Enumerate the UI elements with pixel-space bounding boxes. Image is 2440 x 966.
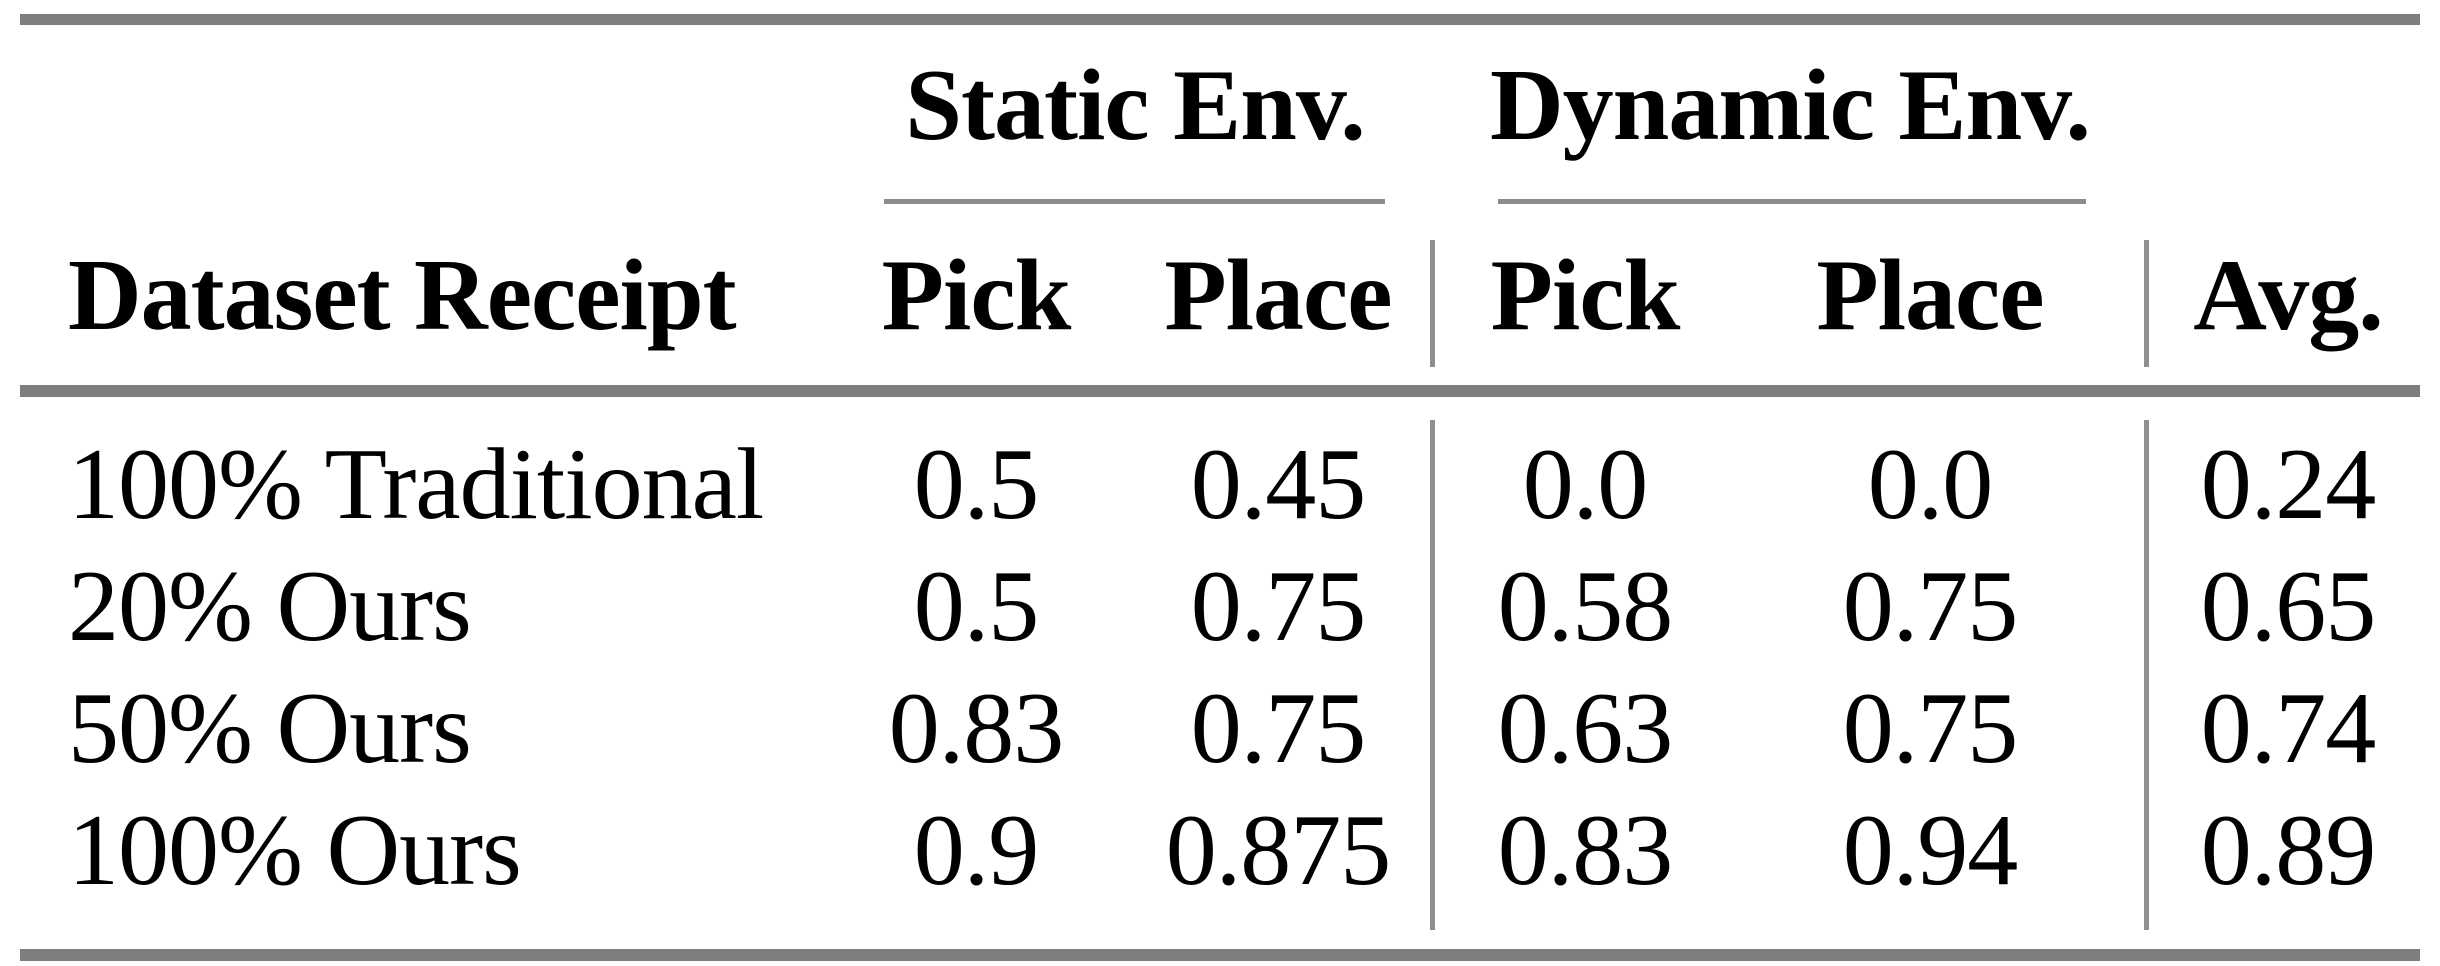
cell-static-pick: 0.83 xyxy=(888,671,1065,785)
table-row: 50% Ours 0.83 0.75 0.63 0.75 0.74 xyxy=(0,667,2440,789)
cell-avg: 0.24 xyxy=(2200,427,2377,541)
cell-static-place: 0.75 xyxy=(1190,671,1367,785)
table-row: 20% Ours 0.5 0.75 0.58 0.75 0.65 xyxy=(0,545,2440,667)
column-header-avg: Avg. xyxy=(2193,238,2384,352)
cell-static-place: 0.875 xyxy=(1165,793,1392,907)
column-header-dynamic-place: Place xyxy=(1816,238,2044,352)
group-header-row: Static Env. Dynamic Env. xyxy=(0,30,2440,180)
row-label: 100% Ours xyxy=(68,793,522,907)
body-vertical-separator-2 xyxy=(2144,420,2149,930)
cmidrule-dynamic-env xyxy=(1498,199,2086,204)
cell-static-pick: 0.5 xyxy=(913,549,1040,663)
cell-dynamic-place: 0.0 xyxy=(1867,427,1994,541)
cell-static-pick: 0.9 xyxy=(913,793,1040,907)
cell-static-place: 0.75 xyxy=(1190,549,1367,663)
table-row: 100% Ours 0.9 0.875 0.83 0.94 0.89 xyxy=(0,789,2440,911)
row-label: 20% Ours xyxy=(68,549,472,663)
column-header-static-pick: Pick xyxy=(881,238,1072,352)
top-rule xyxy=(20,14,2420,25)
cmidrule-static-env xyxy=(884,199,1385,204)
cell-dynamic-pick: 0.63 xyxy=(1497,671,1674,785)
cell-avg: 0.74 xyxy=(2200,671,2377,785)
cell-dynamic-place: 0.94 xyxy=(1842,793,2019,907)
table-row: 100% Traditional 0.5 0.45 0.0 0.0 0.24 xyxy=(0,423,2440,545)
cell-dynamic-pick: 0.83 xyxy=(1497,793,1674,907)
cell-static-place: 0.45 xyxy=(1190,427,1367,541)
bottom-rule xyxy=(20,949,2420,961)
column-header-dataset-receipt: Dataset Receipt xyxy=(68,238,737,352)
header-vertical-separator-2 xyxy=(2144,240,2149,367)
column-header-static-place: Place xyxy=(1164,238,1392,352)
row-label: 100% Traditional xyxy=(68,427,764,541)
cell-static-pick: 0.5 xyxy=(913,427,1040,541)
group-header-dynamic-env: Dynamic Env. xyxy=(1489,48,2091,162)
body-vertical-separator-1 xyxy=(1430,420,1435,930)
cell-avg: 0.89 xyxy=(2200,793,2377,907)
cell-dynamic-place: 0.75 xyxy=(1842,549,2019,663)
cell-dynamic-pick: 0.0 xyxy=(1522,427,1649,541)
mid-rule xyxy=(20,385,2420,397)
cell-avg: 0.65 xyxy=(2200,549,2377,663)
cell-dynamic-pick: 0.58 xyxy=(1497,549,1674,663)
group-header-static-env: Static Env. xyxy=(905,48,1365,162)
cell-dynamic-place: 0.75 xyxy=(1842,671,2019,785)
column-header-row: Dataset Receipt Pick Place Pick Place Av… xyxy=(0,230,2440,360)
column-header-dynamic-pick: Pick xyxy=(1490,238,1681,352)
header-vertical-separator-1 xyxy=(1430,240,1435,367)
row-label: 50% Ours xyxy=(68,671,472,785)
